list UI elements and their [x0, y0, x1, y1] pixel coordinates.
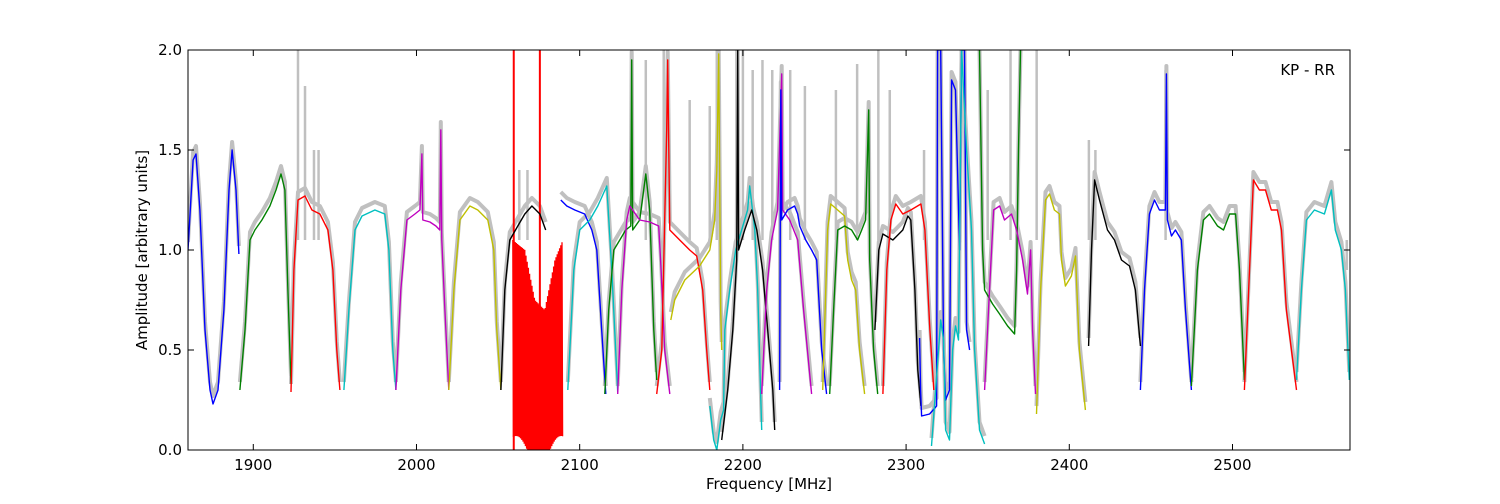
x-axis-label: Frequency [MHz]: [706, 475, 832, 493]
series-line: [1087, 179, 1142, 347]
series-line: [239, 173, 292, 391]
x-tick-label: 2400: [1050, 456, 1088, 474]
y-tick-label: 0.0: [158, 441, 182, 459]
series-line: [1190, 213, 1246, 387]
background-trace: [188, 140, 241, 398]
y-tick-label: 0.5: [158, 341, 182, 359]
series-line: [721, 50, 776, 441]
series-line: [395, 129, 450, 391]
series-line: [874, 215, 922, 407]
series-line: [343, 209, 397, 391]
series-line: [1139, 73, 1193, 391]
noise-band-trace: [512, 239, 564, 450]
series-line: [188, 149, 240, 405]
series-line: [778, 89, 828, 395]
series-traces: [188, 50, 1350, 450]
x-tick-label: 2000: [397, 456, 435, 474]
annotation-label: KP - RR: [1280, 61, 1335, 79]
series-line: [604, 59, 658, 395]
axes: 1900 2000 2100 2200 2300 2400 2500 0.0 0.5 1.0 1.5…: [158, 41, 1351, 474]
series-line: [656, 59, 711, 395]
x-tick-label: 2500: [1213, 456, 1251, 474]
series-line: [1295, 189, 1350, 381]
y-tick-label: 1.5: [158, 141, 182, 159]
background-trace: [602, 50, 659, 387]
series-line: [882, 203, 935, 395]
series-line: [829, 109, 879, 395]
x-tick-label: 2200: [724, 456, 762, 474]
series-line: [761, 73, 813, 395]
series-line: [1243, 179, 1298, 391]
x-tick-label: 1900: [234, 456, 272, 474]
x-tick-label: 2300: [887, 456, 925, 474]
x-tick-label: 2100: [561, 456, 599, 474]
series-line: [1035, 193, 1087, 415]
series-line: [978, 50, 1022, 335]
series-line: [930, 50, 986, 447]
series-line: [670, 53, 723, 351]
series-line: [822, 203, 866, 395]
series-line: [983, 205, 1037, 395]
series-line: [448, 205, 502, 391]
background-trace: [1138, 64, 1194, 383]
background-trace: [498, 196, 548, 383]
series-line: [567, 185, 619, 393]
y-tick-label: 1.0: [158, 241, 182, 259]
series-line: [290, 195, 341, 393]
y-tick-label: 2.0: [158, 41, 182, 59]
series-line: [709, 185, 763, 450]
y-axis-label: Amplitude [arbitrary units]: [133, 150, 151, 350]
series-line: [500, 205, 547, 391]
